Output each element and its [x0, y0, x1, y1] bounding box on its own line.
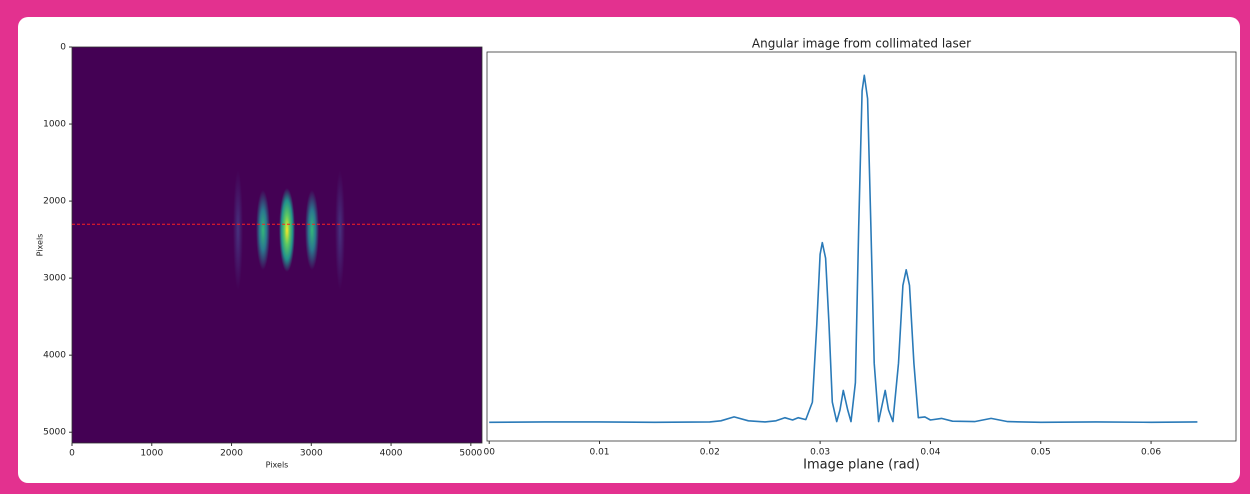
x-tick-label: 4000 [380, 449, 403, 459]
x-tick-label: 0.02 [700, 448, 720, 458]
x-tick-label: 0.06 [1141, 448, 1161, 458]
blob [256, 190, 270, 270]
blob [279, 188, 295, 272]
y-tick-label: 5000 [43, 428, 66, 438]
image-blobs [72, 47, 482, 443]
x-tick-label: 0.01 [589, 448, 609, 458]
y-tick-label: 1000 [43, 120, 66, 130]
blob [335, 170, 345, 290]
x-tick-label: 0.04 [920, 448, 940, 458]
chart-title: Angular image from collimated laser [752, 37, 971, 51]
blob [305, 190, 319, 270]
x-tick-label: 0 [69, 449, 75, 459]
x-tick-label: 0.03 [810, 448, 830, 458]
x-tick-label: 5000 [459, 449, 482, 459]
y-tick-label: 0 [60, 43, 66, 53]
x-tick-label: 00 [483, 448, 495, 458]
blob [233, 170, 243, 290]
screenshot: 0 1000 2000 3000 4000 5000 0 1000 2000 3000 4000 50… [0, 0, 1250, 494]
x-tick-label: 0.05 [1031, 448, 1051, 458]
x-axis-label: Pixels [266, 461, 289, 470]
x-axis-label: Image plane (rad) [803, 458, 920, 473]
image-background [72, 47, 482, 443]
x-tick-label: 2000 [220, 449, 243, 459]
y-axis-label: Pixels [36, 234, 45, 257]
y-tick-label: 4000 [43, 351, 66, 361]
y-tick-label: 3000 [43, 274, 66, 284]
page: 0 1000 2000 3000 4000 5000 0 1000 2000 3000 4000 50… [0, 0, 1250, 494]
x-tick-label: 3000 [300, 449, 323, 459]
y-tick-label: 2000 [43, 197, 66, 207]
x-tick-label: 1000 [140, 449, 163, 459]
